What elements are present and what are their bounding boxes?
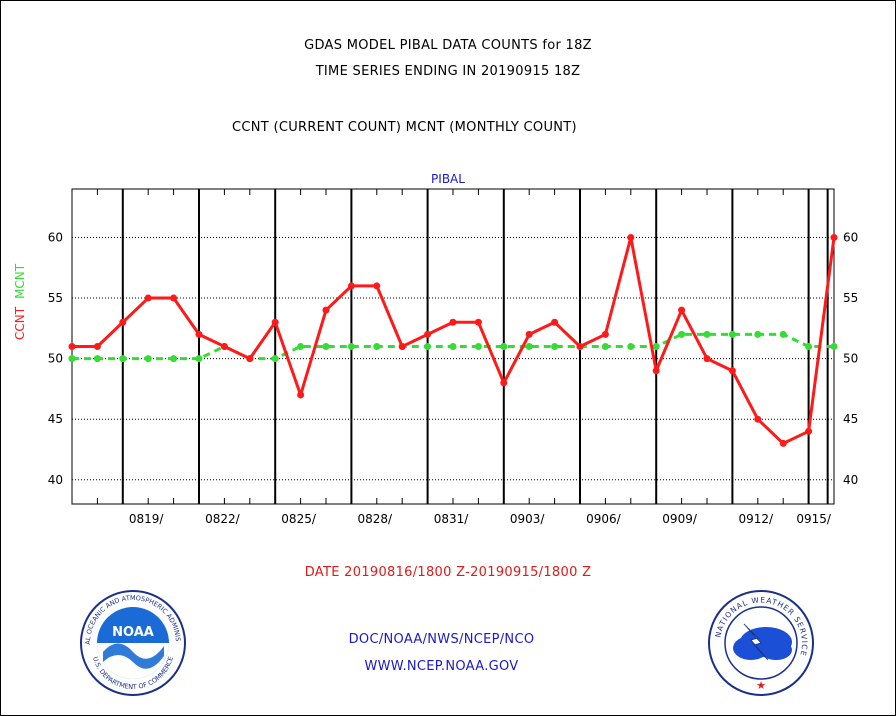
- data-point-ccnt: [627, 233, 635, 241]
- chart-title: GDAS MODEL PIBAL DATA COUNTS for 18Z: [304, 38, 592, 53]
- data-point-mcnt: [271, 355, 279, 363]
- y-tick-label-right: 40: [843, 473, 858, 487]
- data-point-mcnt: [551, 343, 559, 350]
- nws-logo: ★ NATIONAL WEATHER SERVICE: [708, 590, 814, 696]
- data-point-mcnt: [68, 355, 76, 363]
- panel-label: PIBAL: [431, 172, 465, 186]
- noaa-logo-text: NOAA: [112, 625, 154, 640]
- data-point-ccnt: [805, 427, 813, 435]
- x-tick-label: 0912/: [739, 512, 775, 526]
- data-point-ccnt: [220, 343, 228, 350]
- data-point-ccnt: [347, 282, 355, 290]
- data-point-mcnt: [424, 343, 432, 350]
- data-point-mcnt: [119, 355, 127, 363]
- data-point-ccnt: [246, 355, 254, 363]
- data-point-ccnt: [68, 343, 76, 350]
- data-point-ccnt: [424, 330, 432, 338]
- data-point-ccnt: [322, 306, 330, 314]
- data-point-mcnt: [779, 330, 787, 338]
- data-point-mcnt: [525, 343, 533, 350]
- data-point-mcnt: [195, 355, 203, 363]
- data-point-mcnt: [93, 355, 101, 363]
- x-tick-label: 0822/: [205, 512, 241, 526]
- chart-subtitle: CCNT (CURRENT COUNT) MCNT (MONTHLY COUNT…: [232, 120, 577, 135]
- x-tick-label: 0909/: [662, 512, 698, 526]
- noaa-logo: NOAA NATIONAL OCEANIC AND ATMOSPHERIC AD…: [78, 590, 186, 696]
- data-point-mcnt: [678, 330, 686, 338]
- data-point-mcnt: [474, 343, 482, 350]
- y-tick-label-left: 60: [48, 230, 63, 244]
- y-tick-label-left: 40: [48, 473, 63, 487]
- data-point-mcnt: [754, 330, 762, 338]
- data-point-mcnt: [297, 343, 305, 350]
- data-point-ccnt: [119, 318, 127, 326]
- data-point-mcnt: [449, 343, 457, 350]
- data-point-ccnt: [754, 415, 762, 423]
- nws-star-icon: ★: [756, 679, 766, 692]
- y-tick-label-left: 45: [48, 412, 63, 426]
- data-point-ccnt: [398, 343, 406, 350]
- data-point-ccnt: [601, 330, 609, 338]
- data-point-ccnt: [728, 367, 736, 375]
- data-point-ccnt: [830, 233, 838, 241]
- data-point-mcnt: [144, 355, 152, 363]
- x-tick-label: 0828/: [358, 512, 394, 526]
- data-series: [68, 233, 838, 447]
- series-line-ccnt: [72, 235, 836, 445]
- data-point-ccnt: [93, 343, 101, 350]
- data-point-mcnt: [627, 343, 635, 350]
- x-tick-label: 0819/: [129, 512, 165, 526]
- data-point-ccnt: [373, 282, 381, 290]
- data-point-ccnt: [678, 306, 686, 314]
- x-tick-label: 0831/: [434, 512, 470, 526]
- data-point-mcnt: [373, 343, 381, 350]
- data-point-ccnt: [576, 343, 584, 350]
- data-point-mcnt: [500, 343, 508, 350]
- data-point-ccnt: [779, 439, 787, 447]
- data-point-ccnt: [703, 355, 711, 363]
- x-tick-label: 0825/: [281, 512, 317, 526]
- x-tick-label: 0915/: [796, 512, 832, 526]
- data-point-ccnt: [525, 330, 533, 338]
- data-point-mcnt: [703, 330, 711, 338]
- date-range-label: DATE 20190816/1800 Z-20190915/1800 Z: [304, 565, 592, 580]
- data-point-mcnt: [170, 355, 178, 363]
- data-point-ccnt: [652, 367, 660, 375]
- data-point-mcnt: [805, 343, 813, 350]
- chart-title-line2: TIME SERIES ENDING IN 20190915 18Z: [315, 64, 581, 79]
- data-point-mcnt: [322, 343, 330, 350]
- x-tick-labels: 0819/0822/0825/0828/0831/0903/0906/0909/…: [129, 512, 832, 526]
- x-tick-label: 0906/: [586, 512, 622, 526]
- x-tick-label: 0903/: [510, 512, 546, 526]
- y-tick-label-right: 45: [843, 412, 858, 426]
- data-point-ccnt: [297, 391, 305, 399]
- y-tick-label-right: 60: [843, 230, 858, 244]
- data-point-ccnt: [449, 318, 457, 326]
- y-tick-labels: 40 40 45 45 50 50 55 55 60 60: [48, 230, 859, 486]
- data-point-mcnt: [652, 343, 660, 350]
- footer-org: DOC/NOAA/NWS/NCEP/NCO: [348, 632, 535, 647]
- data-point-ccnt: [551, 318, 559, 326]
- data-point-ccnt: [195, 330, 203, 338]
- y-tick-label-right: 55: [843, 291, 858, 305]
- data-point-ccnt: [271, 318, 279, 326]
- data-point-ccnt: [474, 318, 482, 326]
- y-tick-label-right: 50: [843, 352, 858, 366]
- data-point-mcnt: [601, 343, 609, 350]
- footer-url-link[interactable]: WWW.NCEP.NOAA.GOV: [364, 659, 519, 674]
- data-point-ccnt: [170, 294, 178, 302]
- y-tick-label-left: 50: [48, 352, 63, 366]
- data-point-mcnt: [347, 343, 355, 350]
- data-point-ccnt: [500, 379, 508, 387]
- data-point-mcnt: [830, 343, 838, 350]
- data-point-mcnt: [728, 330, 736, 338]
- data-point-ccnt: [144, 294, 152, 302]
- y-tick-label-left: 55: [48, 291, 63, 305]
